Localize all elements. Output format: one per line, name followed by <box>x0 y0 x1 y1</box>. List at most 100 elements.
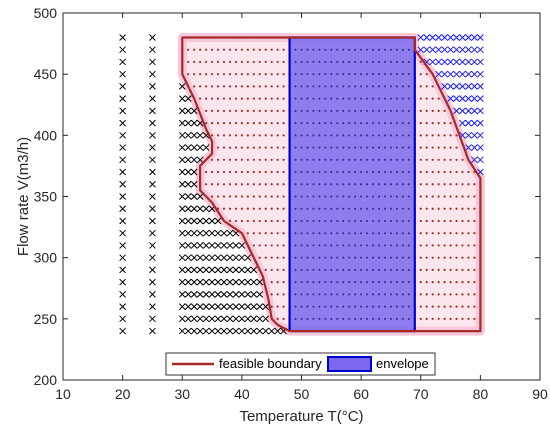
feasible-dot-marker <box>258 232 261 235</box>
feasible-dot-marker <box>443 244 446 247</box>
x-marker-stroke <box>196 205 204 213</box>
y-tick-label: 350 <box>34 189 58 205</box>
infeasible-x-marker <box>190 217 198 225</box>
envelope-dot-marker <box>330 109 333 112</box>
feasible-dot-marker <box>425 317 428 320</box>
legend-label-envelope: envelope <box>376 356 429 371</box>
infeasible-x-marker <box>226 327 234 335</box>
envelope-dot-marker <box>407 317 410 320</box>
feasible-dot-marker <box>210 195 214 198</box>
envelope-dot-marker <box>318 97 321 100</box>
envelope-dot-marker <box>348 317 351 320</box>
feasible-dot-marker <box>276 109 279 112</box>
envelope-dot-marker <box>354 207 357 210</box>
feasible-dot-marker <box>282 317 285 320</box>
envelope-dot-marker <box>395 195 398 198</box>
x-marker-stroke <box>202 217 210 225</box>
x-marker-stroke <box>119 327 126 335</box>
feasible-dot-marker <box>228 134 232 137</box>
x-marker-stroke <box>178 278 186 286</box>
envelope-dot-marker <box>306 317 309 320</box>
feasible-dot-marker <box>276 60 279 64</box>
envelope-dot-marker <box>395 146 398 149</box>
envelope-dot-marker <box>330 134 333 137</box>
feasible-dot-marker <box>222 73 226 76</box>
envelope-dot-marker <box>342 268 345 271</box>
envelope-dot-marker <box>360 256 363 259</box>
x-marker-stroke <box>190 180 198 188</box>
infeasible-x-marker <box>262 315 270 323</box>
infeasible-x-marker <box>196 217 204 225</box>
infeasible-x-marker <box>220 254 228 262</box>
infeasible-blue-x-marker <box>459 95 466 102</box>
envelope-dot-marker <box>330 305 333 308</box>
feasible-dot-marker <box>246 207 249 210</box>
envelope-dot-marker <box>378 219 381 222</box>
envelope-dot-marker <box>318 305 321 308</box>
envelope-dot-marker <box>330 219 333 222</box>
infeasible-blue-x-marker <box>465 144 472 151</box>
envelope-dot-marker <box>366 305 369 308</box>
infeasible-x-marker <box>178 168 186 176</box>
feasible-dot-marker <box>205 48 208 51</box>
x-marker-stroke <box>232 303 240 310</box>
envelope-dot-marker <box>401 244 404 247</box>
x-marker-stroke <box>453 46 460 54</box>
feasible-dot-marker <box>467 268 470 271</box>
x-marker-stroke <box>435 58 442 66</box>
envelope-dot-marker <box>360 219 363 222</box>
x-marker-stroke <box>196 144 204 151</box>
legend: feasible boundary envelope <box>165 352 436 376</box>
feasible-dot-marker <box>228 122 232 125</box>
envelope-dot-marker <box>372 195 375 198</box>
x-marker-stroke <box>262 315 270 323</box>
x-marker-stroke <box>471 107 478 115</box>
feasible-dot-marker <box>425 195 428 198</box>
envelope-dot-marker <box>306 134 309 137</box>
feasible-dot-marker <box>419 256 422 259</box>
envelope-dot-marker <box>312 85 315 88</box>
envelope-dot-marker <box>372 207 375 210</box>
infeasible-x-marker <box>238 315 246 323</box>
envelope-dot-marker <box>407 207 410 210</box>
envelope-dot-marker <box>395 317 398 320</box>
envelope-dot-marker <box>372 134 375 137</box>
infeasible-x-marker <box>184 242 192 249</box>
envelope-dot-marker <box>354 268 357 271</box>
envelope-dot-marker <box>383 219 386 222</box>
envelope-dot-marker <box>360 158 363 161</box>
envelope-dot-marker <box>407 305 410 308</box>
envelope-dot-marker <box>336 122 339 125</box>
x-marker-stroke <box>178 205 186 213</box>
feasible-dot-marker <box>461 256 464 259</box>
x-marker-stroke <box>465 34 472 41</box>
infeasible-x-marker <box>220 278 228 286</box>
infeasible-blue-x-marker <box>453 95 460 102</box>
infeasible-x-marker <box>190 144 198 151</box>
infeasible-blue-x-marker <box>477 144 484 151</box>
feasible-dot-marker <box>234 109 238 112</box>
infeasible-x-marker <box>190 303 198 310</box>
envelope-dot-marker <box>300 232 303 235</box>
feasible-dot-marker <box>431 134 434 137</box>
envelope-dot-marker <box>378 73 381 76</box>
feasible-dot-marker <box>252 207 255 210</box>
envelope-dot-marker <box>354 158 357 161</box>
envelope-dot-marker <box>389 146 392 149</box>
feasible-dot-marker <box>270 232 273 235</box>
feasible-dot-marker <box>252 232 255 235</box>
x-marker-stroke <box>119 95 126 102</box>
x-marker-stroke <box>208 303 216 310</box>
envelope-dot-marker <box>383 122 386 125</box>
feasible-dot-marker <box>461 183 464 186</box>
envelope-dot-marker <box>300 219 303 222</box>
infeasible-x-marker <box>149 95 156 102</box>
y-tick-label: 500 <box>34 5 58 21</box>
x-marker-stroke <box>190 144 198 151</box>
envelope-dot-marker <box>383 97 386 100</box>
feasible-dot-marker <box>461 305 464 308</box>
feasible-dot-marker <box>419 317 422 320</box>
x-marker-stroke <box>459 70 466 78</box>
